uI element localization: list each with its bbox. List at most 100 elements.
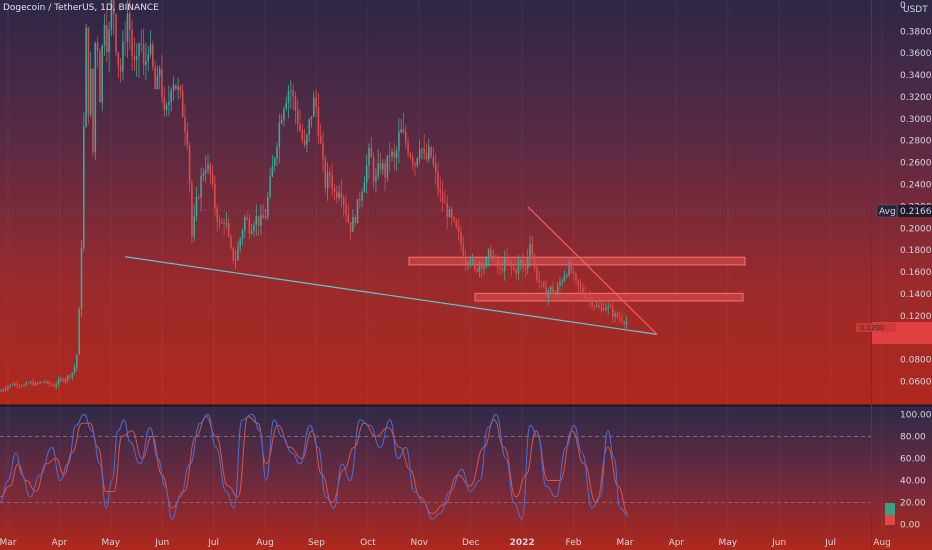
- price-tick-label: 0.1200: [900, 312, 932, 322]
- oscillator-tick-label: 0.00: [900, 520, 920, 530]
- candle-body: [448, 209, 451, 217]
- candle-body: [586, 297, 589, 299]
- candle-body: [432, 156, 435, 165]
- candle-body: [211, 174, 214, 184]
- candle-body: [221, 222, 223, 224]
- candle-body: [96, 42, 99, 51]
- price-tick-label: 0.3200: [900, 93, 932, 103]
- candle-body: [384, 163, 386, 178]
- candle-body: [589, 297, 591, 300]
- candle-body: [388, 155, 391, 157]
- candle-body: [71, 372, 74, 377]
- resistance-zone[interactable]: [474, 292, 744, 302]
- candle-body: [313, 97, 315, 117]
- candle-body: [246, 217, 248, 220]
- main-pane-background: [0, 0, 932, 405]
- candle-body: [214, 183, 216, 209]
- candle-body: [135, 56, 138, 60]
- price-tick-label: 0.2000: [900, 224, 932, 234]
- avg-value-badge: [898, 205, 932, 217]
- candle-body: [478, 263, 481, 272]
- time-tick-label: Oct: [360, 538, 376, 548]
- support-trend-line[interactable]: [124, 256, 658, 335]
- candle-body: [177, 86, 179, 90]
- candle-body: [407, 143, 409, 154]
- candle-body: [119, 65, 122, 72]
- candle-body: [623, 322, 626, 325]
- candle-body: [446, 203, 448, 217]
- candle-body: [605, 307, 607, 311]
- candle-body: [333, 188, 336, 192]
- candle-body: [614, 313, 616, 317]
- candle-body: [444, 202, 446, 204]
- trend-lines[interactable]: [124, 206, 658, 335]
- candle-body: [255, 216, 258, 226]
- candle-body: [181, 90, 184, 118]
- candle-body: [492, 256, 494, 258]
- candle-body: [520, 260, 522, 263]
- candle-body: [216, 208, 218, 222]
- candle-body: [398, 132, 400, 152]
- resistance-zone[interactable]: [408, 256, 746, 266]
- time-tick-label: Mar: [0, 538, 17, 548]
- candle-body: [283, 109, 285, 121]
- candle-body: [319, 136, 322, 144]
- candle-body: [129, 13, 131, 31]
- candle-body: [85, 27, 87, 127]
- candle-body: [73, 367, 76, 373]
- candle-body: [273, 158, 276, 166]
- candle-body: [209, 164, 212, 175]
- candle-body: [510, 263, 513, 268]
- candle-body: [145, 60, 147, 66]
- price-tick-label: 0.2400: [900, 180, 932, 190]
- candle-body: [434, 164, 437, 172]
- candle-body: [517, 262, 520, 274]
- candle-body: [421, 148, 423, 150]
- candle-body: [372, 157, 375, 182]
- candlesticks: [0, 0, 628, 393]
- candle-body: [80, 247, 83, 310]
- time-axis[interactable]: Mar Apr May Jun Jul Aug Sep Oct Nov Dec 2022 Feb Mar…: [0, 538, 891, 548]
- candle-body: [142, 44, 145, 66]
- stoch-k-badge: [885, 503, 895, 515]
- candle-body: [264, 216, 267, 219]
- candle-body: [147, 54, 149, 61]
- candle-body: [276, 146, 278, 159]
- candle-body: [483, 267, 485, 269]
- candle-body: [462, 243, 465, 259]
- time-tick-label: May: [718, 538, 737, 548]
- candle-body: [296, 110, 299, 125]
- candle-body: [310, 116, 313, 120]
- candle-body: [227, 223, 230, 238]
- candle-body: [133, 55, 136, 60]
- candle-body: [416, 158, 419, 166]
- candle-body: [7, 386, 9, 389]
- time-tick-label: Sep: [308, 538, 325, 548]
- candle-body: [188, 145, 191, 183]
- oscillator-levels: [0, 436, 871, 503]
- candle-body: [23, 385, 25, 387]
- oscillator-tick-label: 20.00: [900, 498, 926, 508]
- resistance-trend-line[interactable]: [527, 206, 658, 335]
- candle-body: [414, 163, 416, 166]
- candle-body: [453, 217, 455, 221]
- candle-body: [526, 256, 529, 269]
- avg-badge: [876, 204, 898, 218]
- oscillator-tick-label: 60.00: [900, 454, 926, 464]
- candle-body: [179, 86, 182, 91]
- candle-body: [27, 382, 30, 384]
- candle-body: [92, 68, 94, 152]
- candle-body: [62, 379, 64, 382]
- candle-body: [248, 219, 251, 234]
- candle-body: [193, 215, 195, 237]
- candle-body: [494, 256, 497, 258]
- avg-value: 0.2166: [900, 207, 932, 217]
- candle-body: [460, 231, 462, 244]
- candle-body: [582, 287, 584, 293]
- oscillator-axis[interactable]: 0.00 20.00 40.00 60.00 80.00 100.00: [900, 410, 932, 530]
- candle-body: [278, 122, 281, 147]
- candle-body: [299, 124, 301, 131]
- candle-body: [0, 390, 2, 392]
- candle-body: [184, 117, 186, 132]
- candle-body: [2, 389, 5, 391]
